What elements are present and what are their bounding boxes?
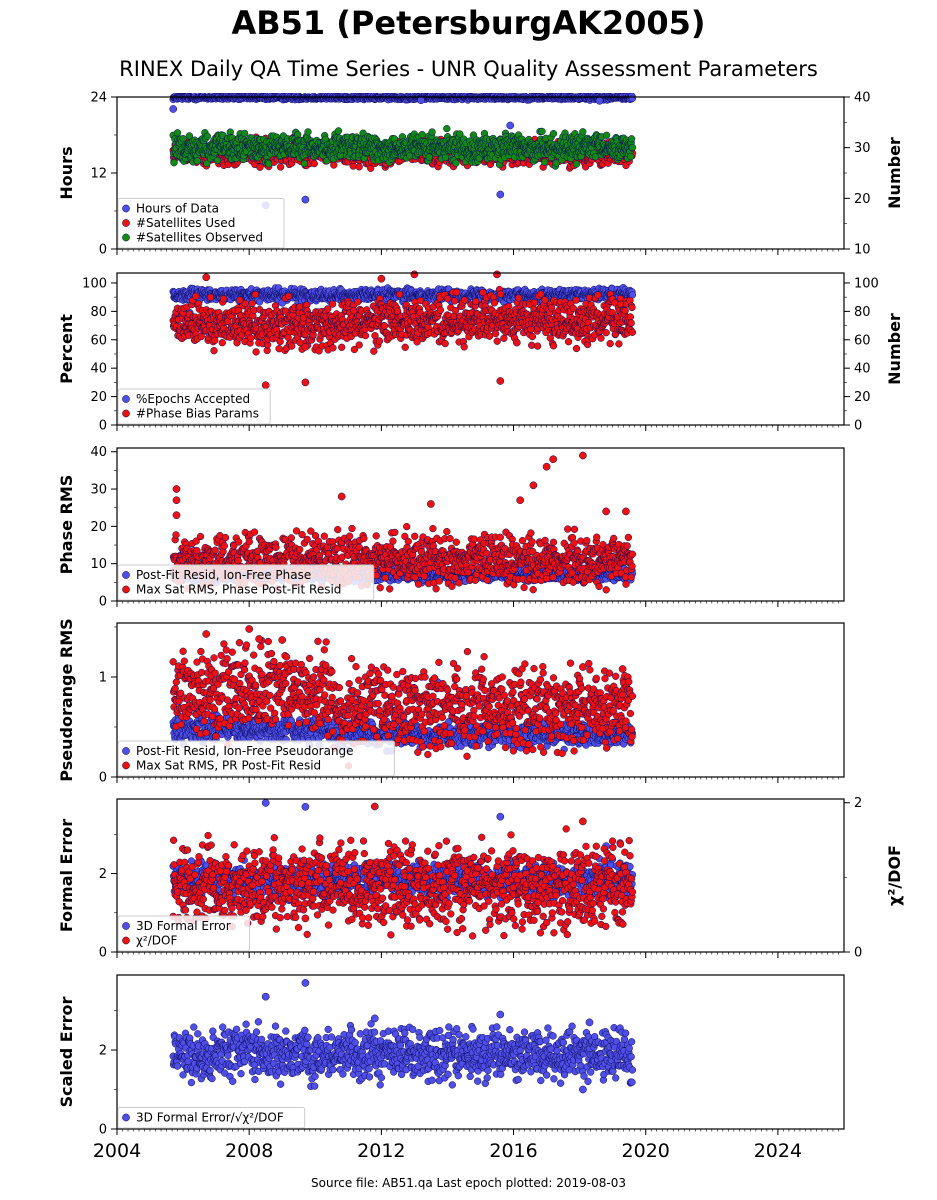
data-point xyxy=(170,159,178,167)
data-point xyxy=(418,130,426,139)
data-point xyxy=(179,135,187,143)
legend-marker xyxy=(122,219,130,227)
data-point xyxy=(300,159,309,168)
chart-subtitle: RINEX Daily QA Time Series - UNR Quality… xyxy=(119,57,818,81)
y-tick-label: 12 xyxy=(90,167,107,182)
y-right-axis-label: Number xyxy=(885,137,904,209)
data-point xyxy=(541,158,549,166)
data-points xyxy=(169,270,637,390)
y-right-tick-label: 40 xyxy=(854,91,871,106)
data-point xyxy=(310,159,318,168)
data-point xyxy=(441,153,450,162)
data-point xyxy=(218,339,226,347)
outlier-point xyxy=(506,121,515,130)
data-point xyxy=(192,292,200,300)
outlier-point xyxy=(301,195,310,204)
outlier-point xyxy=(496,190,505,199)
data-points xyxy=(169,93,637,210)
y-tick-label: 24 xyxy=(90,91,107,106)
series-1 xyxy=(169,93,637,210)
data-point xyxy=(213,156,222,165)
y-axis-label: Hours xyxy=(57,146,76,199)
data-point xyxy=(193,157,202,165)
data-point xyxy=(304,128,312,136)
data-point xyxy=(602,131,611,139)
data-point xyxy=(538,127,546,136)
y-right-tick-label: 10 xyxy=(854,243,871,258)
data-point xyxy=(579,128,587,136)
data-point xyxy=(549,129,558,138)
legend-label: #Satellites Used xyxy=(136,216,235,230)
legend-marker xyxy=(122,233,130,242)
data-point xyxy=(443,124,451,133)
data-point xyxy=(627,152,635,161)
data-point xyxy=(452,159,460,167)
data-point xyxy=(173,129,182,137)
legend: Hours of Data#Satellites Used#Satellites… xyxy=(117,198,285,249)
data-point xyxy=(425,153,433,161)
chart-title: AB51 (PetersburgAK2005) xyxy=(231,4,706,42)
data-point xyxy=(330,161,338,169)
outlier-point xyxy=(169,105,178,113)
y-right-tick-label: 20 xyxy=(854,192,871,207)
data-point xyxy=(203,132,211,140)
y-tick-label: 0 xyxy=(99,243,107,258)
data-point xyxy=(210,347,218,355)
data-point xyxy=(206,293,215,301)
data-point xyxy=(572,160,581,168)
data-point xyxy=(355,163,363,171)
data-point xyxy=(256,163,264,171)
outlier-point xyxy=(595,96,604,105)
data-point xyxy=(628,143,637,152)
data-point xyxy=(334,127,343,135)
data-point xyxy=(211,336,219,345)
outlier-point xyxy=(417,96,425,105)
data-point xyxy=(240,129,249,138)
legend-label: Hours of Data xyxy=(136,202,219,216)
y-right-tick-label: 30 xyxy=(854,141,871,156)
data-point xyxy=(428,128,436,136)
data-point xyxy=(628,94,637,103)
data-point xyxy=(276,163,285,171)
data-point xyxy=(627,135,636,143)
data-point xyxy=(265,160,273,168)
legend-marker xyxy=(122,204,130,213)
data-point xyxy=(219,295,228,303)
legend-label: #Satellites Observed xyxy=(136,231,263,245)
